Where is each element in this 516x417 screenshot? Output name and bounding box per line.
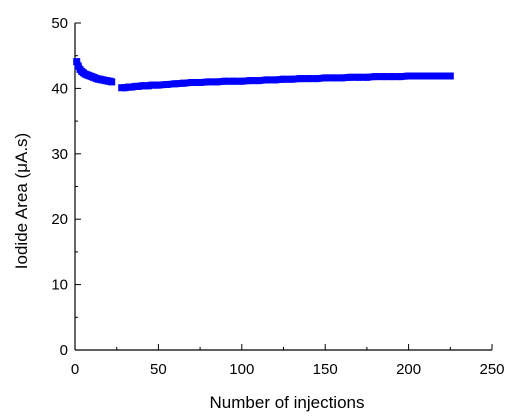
x-tick-label: 250 (479, 361, 504, 378)
data-point (413, 72, 421, 80)
data-point (246, 77, 254, 85)
x-tick-label: 0 (71, 361, 79, 378)
data-point (321, 74, 329, 82)
data-point (338, 74, 346, 82)
y-tick-label: 40 (51, 80, 68, 97)
data-series (73, 58, 454, 92)
data-point (255, 77, 262, 85)
data-point (305, 75, 312, 83)
data-point (330, 74, 337, 82)
data-point (388, 73, 396, 81)
data-point (363, 73, 371, 81)
data-point (163, 81, 171, 88)
data-point (313, 75, 321, 83)
data-point (154, 81, 162, 89)
x-axis-label: Number of injections (210, 393, 365, 412)
data-point (288, 75, 296, 83)
x-tick-label: 200 (396, 361, 421, 378)
data-point (371, 73, 379, 81)
data-point (171, 80, 179, 88)
data-point (355, 73, 363, 81)
data-point (380, 73, 388, 81)
data-point (263, 76, 271, 84)
data-point (405, 72, 413, 80)
data-point (438, 72, 446, 80)
x-tick-label: 150 (313, 361, 338, 378)
data-point (346, 73, 354, 81)
data-point (73, 58, 81, 66)
data-point (204, 78, 212, 86)
y-tick-label: 10 (51, 277, 68, 294)
data-point (213, 78, 221, 86)
data-point (188, 79, 196, 86)
data-point (430, 72, 438, 80)
y-tick-label: 0 (60, 342, 68, 359)
y-tick-label: 30 (51, 146, 68, 163)
data-point (271, 76, 279, 84)
data-point (421, 72, 429, 80)
data-point (396, 73, 404, 81)
y-tick-label: 50 (51, 15, 68, 32)
data-point (446, 72, 454, 80)
data-point (280, 75, 287, 83)
x-tick-label: 50 (150, 361, 167, 378)
data-point (230, 77, 237, 85)
data-point (238, 77, 246, 85)
y-axis-label: Iodide Area (μA.s) (12, 133, 31, 269)
data-point (296, 75, 304, 83)
data-point (196, 79, 204, 86)
data-point (108, 78, 116, 86)
x-tick-label: 100 (229, 361, 254, 378)
data-point (179, 79, 187, 87)
y-tick-label: 20 (51, 211, 68, 228)
data-point (221, 77, 229, 85)
axes: 0 50 100 150 200 250 0 10 20 30 40 50 (51, 15, 504, 378)
